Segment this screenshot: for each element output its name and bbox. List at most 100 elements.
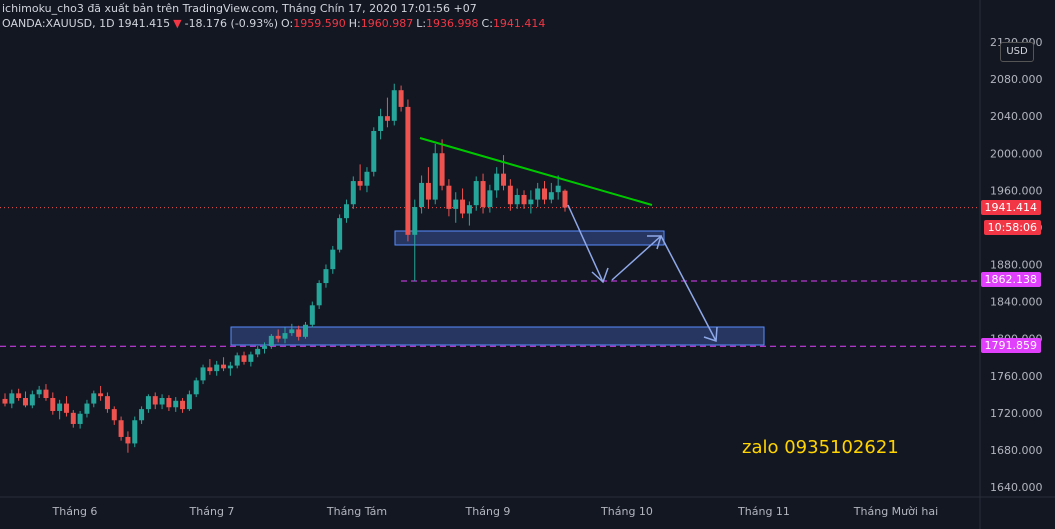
support-zone xyxy=(230,326,765,346)
high-value: 1960.987 xyxy=(360,17,414,30)
y-tick-label: 1760.000 xyxy=(990,370,1043,383)
candle-body xyxy=(507,185,513,205)
candle-body xyxy=(36,389,42,395)
candle-body xyxy=(494,173,500,191)
currency-button[interactable]: USD xyxy=(1000,42,1034,62)
y-tick-label: 2000.000 xyxy=(990,147,1043,160)
candle-body xyxy=(193,380,199,395)
candle-body xyxy=(200,367,206,381)
candle-body xyxy=(453,199,459,209)
candle-body xyxy=(22,398,28,406)
candle-body xyxy=(412,207,418,235)
candle-body xyxy=(268,335,274,347)
publish-info: ichimoku_cho3 đã xuất bản trên TradingVi… xyxy=(2,2,477,15)
candle-body xyxy=(70,412,76,424)
arrow-path xyxy=(611,235,662,281)
candle-body xyxy=(371,131,377,172)
candle-body xyxy=(234,355,240,366)
price-change: -18.176 (-0.93%) xyxy=(184,17,279,30)
high-label: H: xyxy=(348,17,361,30)
candle-body xyxy=(43,389,49,398)
candle-body xyxy=(542,188,548,200)
candle-body xyxy=(480,181,486,208)
x-tick-label: Tháng 7 xyxy=(189,505,235,518)
level-2-tag: 1791.859 xyxy=(980,338,1041,353)
candle-body xyxy=(439,153,445,186)
candle-body xyxy=(84,403,90,414)
symbol-legend: OANDA:XAUUSD, 1D 1941.415 ▼ -18.176 (-0.93%… xyxy=(2,17,548,30)
candle-body xyxy=(548,192,554,200)
candle-body xyxy=(466,205,472,214)
contact-annotation: zalo 0935102621 xyxy=(742,437,899,458)
candle-body xyxy=(275,335,281,339)
candle-body xyxy=(343,204,349,219)
y-tick-label: 1680.000 xyxy=(990,444,1043,457)
candle-body xyxy=(302,324,308,337)
countdown-tag: 10:58:06 xyxy=(983,220,1041,235)
candle-body xyxy=(9,393,15,404)
y-tick-label: 1640.000 xyxy=(990,481,1043,494)
candle-body xyxy=(104,396,110,410)
candle-body xyxy=(132,420,138,444)
candle-body xyxy=(405,106,411,235)
candle-body xyxy=(384,116,390,121)
candle-body xyxy=(337,218,343,250)
low-value: 1936.998 xyxy=(426,17,479,30)
candle-body xyxy=(241,355,247,362)
candle-body xyxy=(323,269,329,284)
symbol-label[interactable]: OANDA:XAUUSD, 1D xyxy=(2,17,115,30)
candle-body xyxy=(57,403,63,411)
candle-body xyxy=(296,329,302,337)
candle-body xyxy=(521,194,527,205)
x-tick-label: Tháng Tám xyxy=(326,505,387,518)
candle-body xyxy=(159,398,165,405)
candle-body xyxy=(460,199,466,214)
candle-body xyxy=(398,90,404,107)
candle-body xyxy=(357,181,363,186)
last-price: 1941.415 xyxy=(117,17,171,30)
candle-body xyxy=(227,365,233,369)
candle-body xyxy=(145,396,151,410)
level-1-tag: 1862.138 xyxy=(980,272,1041,287)
candle-body xyxy=(125,436,131,444)
candle-body xyxy=(180,400,186,410)
last-price-tag: 1941.414 xyxy=(980,200,1041,215)
y-tick-label: 2080.000 xyxy=(990,73,1043,86)
candle-body xyxy=(282,333,288,339)
candle-body xyxy=(50,398,56,411)
candle-body xyxy=(528,199,534,205)
arrow-path xyxy=(660,235,717,342)
candle-body xyxy=(98,393,104,397)
candle-body xyxy=(262,346,268,349)
down-triangle-icon: ▼ xyxy=(173,17,182,30)
resistance-zone xyxy=(394,230,665,246)
candle-body xyxy=(16,393,22,398)
low-label: L: xyxy=(416,17,427,30)
candle-body xyxy=(2,398,8,404)
y-tick-label: 1960.000 xyxy=(990,184,1043,197)
x-tick-label: Tháng 11 xyxy=(737,505,790,518)
candle-body xyxy=(248,354,254,362)
arrow-head xyxy=(591,267,609,284)
candle-body xyxy=(330,249,336,270)
open-value: 1959.590 xyxy=(293,17,346,30)
candle-body xyxy=(501,173,507,186)
y-tick-label: 1840.000 xyxy=(990,296,1043,309)
candle-body xyxy=(152,396,158,405)
open-label: O: xyxy=(281,17,294,30)
arrow-head xyxy=(703,326,718,343)
candle-body xyxy=(425,182,431,200)
x-tick-label: Tháng 9 xyxy=(465,505,511,518)
candle-body xyxy=(111,409,117,421)
candle-body xyxy=(118,420,124,437)
candle-body xyxy=(214,364,220,372)
candle-body xyxy=(166,398,172,408)
candle-body xyxy=(29,394,35,406)
arrow-path xyxy=(567,204,604,283)
close-label: C: xyxy=(481,17,493,30)
candle-body xyxy=(432,153,438,200)
candle-body xyxy=(221,364,227,369)
candle-body xyxy=(473,181,479,206)
candle-body xyxy=(514,194,520,205)
x-tick-label: Tháng 6 xyxy=(52,505,98,518)
